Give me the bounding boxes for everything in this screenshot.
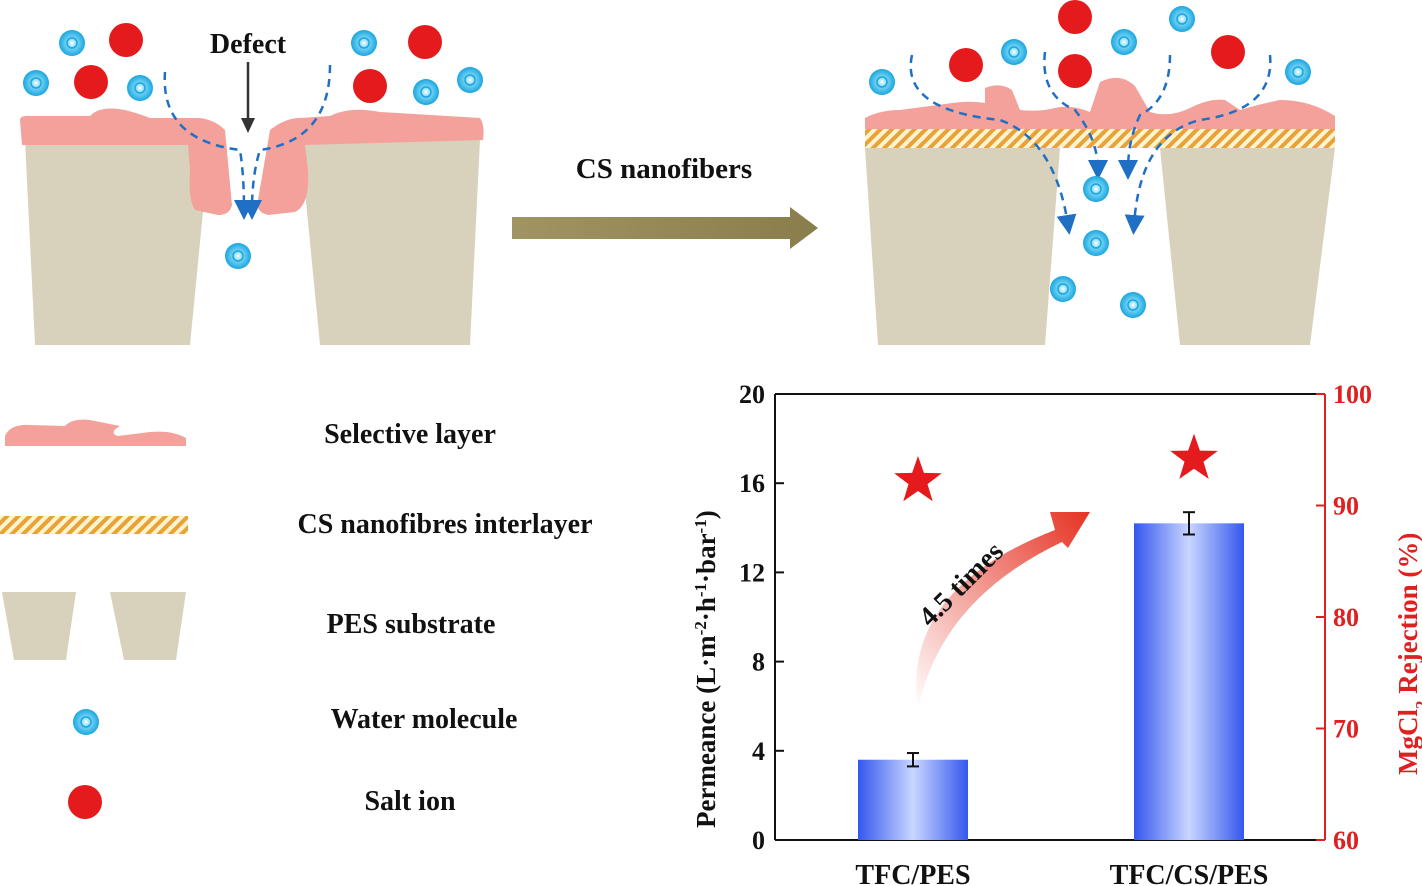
legend-water-label: Water molecule	[331, 704, 518, 735]
water-molecule	[23, 70, 49, 96]
water-molecule	[1001, 39, 1027, 65]
right-substrate-left	[865, 148, 1060, 345]
legend-substrate-swatch-right	[110, 592, 186, 660]
y-axis-title-mid2: ·bar	[691, 533, 721, 583]
y2-tick-label: 70	[1333, 715, 1359, 744]
process-label: CS nanofibers	[576, 153, 752, 185]
right-particles	[869, 0, 1311, 318]
legend-interlayer-label: CS nanofibres interlayer	[297, 509, 592, 540]
salt-ion	[1211, 35, 1245, 69]
water-molecule	[225, 243, 251, 269]
legend-water-swatch	[73, 709, 99, 735]
salt-ion	[408, 25, 442, 59]
legend: Selective layer CS nanofibres interlayer…	[0, 419, 593, 819]
legend-substrate-label: PES substrate	[327, 609, 496, 640]
x-category-label: TFC/CS/PES	[1110, 860, 1269, 886]
salt-ion	[74, 65, 108, 99]
left-flow-arrow-2	[242, 64, 332, 220]
water-molecule	[1083, 230, 1109, 256]
rejection-series	[894, 433, 1218, 502]
water-molecule	[413, 79, 439, 105]
water-molecule	[457, 67, 483, 93]
y-tick-label: 8	[752, 648, 765, 677]
left-flow-arrow-1	[163, 71, 254, 220]
process-arrow-shape	[512, 207, 818, 249]
right-substrate-right	[1160, 148, 1335, 345]
rejection-star	[1170, 433, 1218, 479]
rejection-star	[894, 456, 942, 502]
water-molecule	[1169, 6, 1195, 32]
y2-axis-title: MgCl2 Rejection (%)	[1393, 533, 1422, 775]
y-tick-label: 4	[752, 737, 765, 766]
water-molecule	[351, 30, 377, 56]
y-axis-title-mid1: ·h	[691, 597, 721, 621]
y-axis-title-sup2: -1	[691, 583, 710, 597]
y-tick-label: 20	[739, 380, 765, 409]
water-molecule	[869, 69, 895, 95]
y-tick-label: 0	[752, 826, 765, 855]
growth-arrow	[916, 512, 1090, 710]
right-membrane	[865, 51, 1335, 345]
water-molecule	[59, 30, 85, 56]
salt-ion	[353, 69, 387, 103]
salt-ion	[109, 23, 143, 57]
x-category-label: TFC/PES	[855, 860, 970, 886]
defect-pointer-arrowhead	[241, 118, 255, 133]
water-molecule	[1120, 292, 1146, 318]
right-flow-arrow-1	[909, 54, 1077, 235]
bar	[1134, 523, 1244, 840]
y2-tick-label: 60	[1333, 826, 1359, 855]
water-molecule	[1050, 276, 1076, 302]
water-molecule	[1111, 29, 1137, 55]
legend-interlayer-swatch	[0, 516, 188, 534]
salt-ion	[1058, 0, 1092, 34]
y-axis-title-sup1: -2	[691, 621, 710, 635]
y-axis-ticks: 0 4 8 12 16 20	[739, 380, 784, 855]
y2-axis-title-main: MgCl	[1393, 709, 1422, 775]
right-flow-arrow-4	[1124, 54, 1272, 235]
legend-selective-layer-label: Selective layer	[324, 419, 496, 450]
left-particles	[23, 23, 483, 269]
legend-salt-label: Salt ion	[364, 786, 455, 817]
y2-tick-label: 100	[1333, 380, 1372, 409]
bar-series	[858, 511, 1244, 840]
y-tick-label: 16	[739, 469, 765, 498]
legend-selective-layer-swatch	[5, 419, 186, 446]
y2-axis-ticks: 60 70 80 90 100	[1316, 380, 1372, 855]
legend-salt-swatch	[68, 785, 102, 819]
x-axis-labels: TFC/PES TFC/CS/PES	[855, 860, 1268, 886]
process-arrow: CS nanofibers	[512, 153, 818, 249]
left-substrate-left	[25, 140, 210, 345]
left-substrate-right	[300, 140, 480, 345]
y-axis-title-main: Permeance (L·m	[691, 635, 721, 828]
left-selective-layer	[20, 108, 484, 215]
y-axis-title-end: )	[691, 510, 721, 519]
water-molecule	[1083, 176, 1109, 202]
defect-label: Defect	[210, 29, 287, 60]
right-flow-arrow-3	[1118, 54, 1172, 180]
growth-annotation: 4.5 times	[913, 536, 1010, 633]
y-axis-title-sup3: -1	[691, 519, 710, 533]
y-axis-title: Permeance (L·m-2·h-1·bar-1)	[691, 510, 722, 828]
water-molecule	[1285, 59, 1311, 85]
salt-ion	[1058, 54, 1092, 88]
y2-tick-label: 80	[1333, 603, 1359, 632]
y2-axis-title-sub: 2	[1412, 701, 1422, 710]
y2-axis-title-end: Rejection (%)	[1393, 533, 1422, 701]
right-flow-arrow-2	[1043, 51, 1108, 180]
water-molecule	[127, 75, 153, 101]
legend-substrate-swatch-left	[2, 592, 76, 660]
salt-ion	[949, 48, 983, 82]
y-tick-label: 12	[739, 558, 765, 587]
bar	[858, 759, 968, 840]
left-membrane: Defect	[20, 29, 484, 345]
y2-tick-label: 90	[1333, 492, 1359, 521]
right-interlayer	[865, 129, 1335, 148]
